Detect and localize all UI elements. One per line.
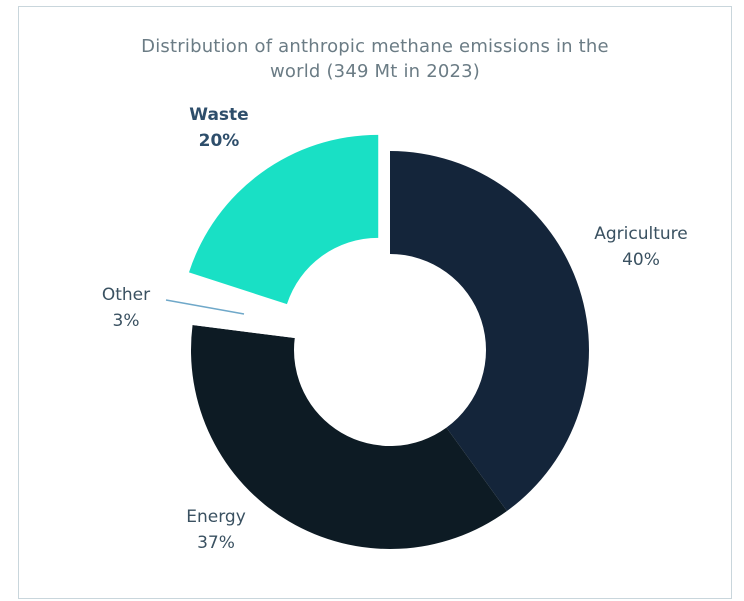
slice-waste [188, 134, 379, 305]
label-energy-name: Energy [186, 507, 246, 527]
slice-other [192, 288, 299, 338]
other-leader-line [165, 299, 245, 315]
label-other-name: Other [102, 285, 150, 305]
label-agriculture-percent: 40% [622, 250, 660, 270]
chart-title: Distribution of anthropic methane emissi… [18, 34, 732, 84]
label-energy-percent: 37% [197, 533, 235, 553]
chart-title-line-1: Distribution of anthropic methane emissi… [141, 36, 609, 57]
label-waste-percent: 20% [199, 131, 240, 151]
chart-title-line-2: world (349 Mt in 2023) [269, 61, 481, 82]
slice-agriculture [390, 151, 589, 511]
label-other-percent: 3% [113, 311, 140, 331]
label-agriculture-name: Agriculture [594, 224, 688, 244]
slice-energy [191, 325, 507, 549]
label-waste-name: Waste [189, 105, 248, 125]
